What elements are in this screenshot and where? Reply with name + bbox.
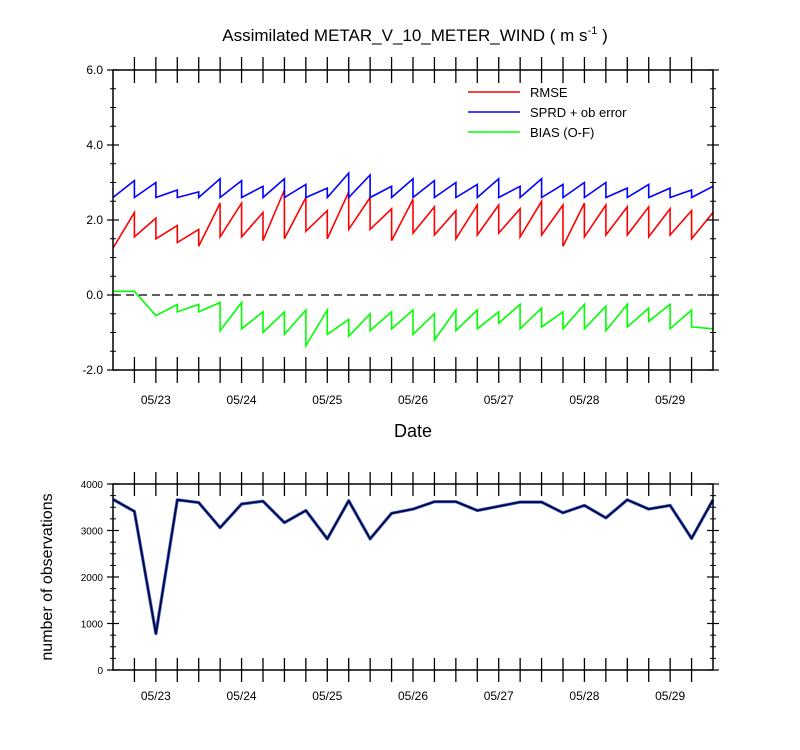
bottom-series-group xyxy=(112,497,715,636)
series-line-rmse xyxy=(112,189,714,249)
x-tick-label: 05/28 xyxy=(569,393,599,407)
x-tick-label: 05/27 xyxy=(484,393,514,407)
y-tick-label: 0 xyxy=(97,666,103,677)
x-tick-label: 05/23 xyxy=(141,689,171,703)
y-tick-label: 2.0 xyxy=(86,213,103,227)
series-line-sprd-ob-error xyxy=(112,170,714,200)
x-tick-label: 05/29 xyxy=(655,689,685,703)
y-tick-label: -2.0 xyxy=(82,363,103,377)
x-tick-label: 05/24 xyxy=(227,689,257,703)
series-line-halo xyxy=(112,497,715,636)
series-line-observations xyxy=(112,498,714,634)
x-tick-label: 05/25 xyxy=(312,689,342,703)
x-axis-label: Date xyxy=(394,421,432,441)
top-series-group xyxy=(112,170,714,349)
series-line-bias-o-f xyxy=(113,290,714,349)
chart-title: Assimilated METAR_V_10_METER_WIND ( m s-… xyxy=(222,25,607,45)
y-tick-label: 4.0 xyxy=(86,138,103,152)
y-axis-label-observations: number of observations xyxy=(39,493,56,660)
legend-label: RMSE xyxy=(530,85,568,100)
y-tick-label: 3000 xyxy=(81,527,104,538)
legend-label: BIAS (O-F) xyxy=(530,125,594,140)
top-axis-ticks: -2.0 0.0 2.0 4.0 6.0 05/23 05/24 05/25 05/26 05/2… xyxy=(82,57,719,407)
y-tick-label: 4000 xyxy=(81,480,104,491)
bottom-axis-ticks: 0 1000 2000 3000 4000 05/23 05/24 05/25 05/26 05/… xyxy=(81,472,719,703)
observations-plot: 0 1000 2000 3000 4000 05/23 05/24 05/25 05/26 05/… xyxy=(81,472,719,703)
x-tick-label: 05/27 xyxy=(484,689,514,703)
x-tick-label: 05/23 xyxy=(141,393,171,407)
y-tick-label: 6.0 xyxy=(86,63,103,77)
rmse-spread-bias-plot: -2.0 0.0 2.0 4.0 6.0 05/23 05/24 05/25 05/26 05/2… xyxy=(82,57,719,407)
x-tick-label: 05/29 xyxy=(655,393,685,407)
y-tick-label: 2000 xyxy=(81,573,104,584)
x-tick-label: 05/26 xyxy=(398,689,428,703)
x-tick-label: 05/28 xyxy=(569,689,599,703)
y-tick-label: 1000 xyxy=(81,620,104,631)
legend-label: SPRD + ob error xyxy=(530,105,627,120)
bottom-plot-frame xyxy=(112,483,714,671)
x-tick-label: 05/25 xyxy=(312,393,342,407)
x-tick-label: 05/26 xyxy=(398,393,428,407)
legend: RMSE SPRD + ob error BIAS (O-F) xyxy=(468,85,627,140)
y-tick-label: 0.0 xyxy=(86,288,103,302)
x-tick-label: 05/24 xyxy=(227,393,257,407)
